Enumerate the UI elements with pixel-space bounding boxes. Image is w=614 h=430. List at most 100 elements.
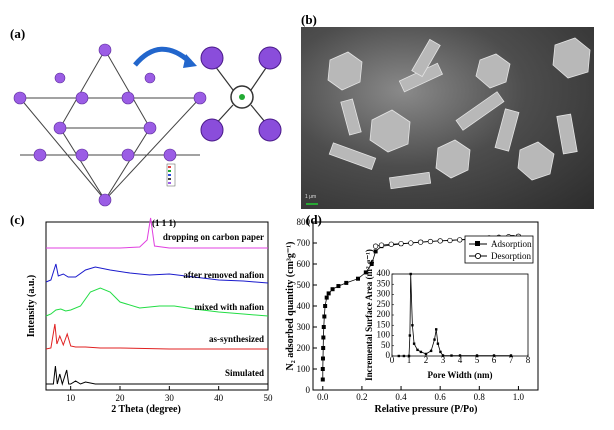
xrd-series-line-2 — [45, 287, 269, 317]
desorption-point — [408, 240, 414, 246]
xrd-series-label-3: as-synthesized — [209, 334, 264, 344]
isotherm-y-tick-label: 200 — [297, 343, 311, 353]
isotherm-x-tick-label: 0.4 — [395, 392, 407, 402]
desorption-point — [378, 242, 385, 248]
isotherm-y-tick-label: 600 — [297, 259, 311, 269]
xrd-x-tick-label: 30 — [165, 393, 175, 403]
desorption-point — [398, 240, 404, 247]
xrd-peak-annotation: (1 1 1) — [152, 218, 176, 228]
zoomed-building-unit — [200, 46, 282, 142]
isotherm-x-tick-label: 1.0 — [513, 392, 525, 402]
legend-desorption: Desorption — [491, 251, 531, 261]
inset-point — [429, 349, 433, 353]
inset-y-tick-label: 250 — [377, 299, 391, 309]
desorption-point — [457, 237, 463, 243]
xrd-series-labels: dropping on carbon paper after removed na… — [163, 232, 264, 378]
adsorption-point — [321, 325, 326, 329]
desorption-point — [372, 243, 379, 249]
xrd-x-tick-label: 50 — [264, 393, 274, 403]
inset-y-tick-label: 100 — [377, 330, 391, 340]
adsorption-point — [336, 284, 341, 289]
inset-point — [450, 354, 453, 357]
inset-y-tick-label: 0 — [386, 350, 391, 360]
xrd-x-ticks: 10 20 30 40 50 — [66, 386, 273, 403]
adsorption-point — [321, 346, 326, 350]
inset-point — [424, 352, 428, 356]
adsorption-point — [324, 295, 329, 300]
panel-label-b: (b) — [301, 12, 317, 27]
inset-point — [402, 354, 406, 358]
xrd-series-line-3 — [45, 323, 268, 350]
inset-y-tick-label: 50 — [381, 340, 391, 350]
inset-x-tick-label: 7 — [509, 355, 514, 365]
inset-point — [411, 324, 414, 327]
inset-x-ticks: 0 1 2 3 4 5 6 7 8 — [390, 354, 531, 365]
desorption-point — [388, 241, 394, 247]
adsorption-point — [344, 280, 349, 285]
isotherm-y-tick-label: 100 — [297, 364, 311, 374]
inset-x-tick-label: 4 — [458, 355, 463, 365]
inset-point — [475, 354, 479, 357]
inset-point — [436, 342, 440, 345]
adsorption-point — [363, 270, 368, 275]
inset-point — [416, 348, 419, 352]
adsorption-point — [323, 304, 328, 308]
isotherm-x-tick-label: 0.2 — [356, 392, 367, 402]
xrd-series-line-0 — [46, 217, 268, 249]
adsorption-point — [322, 314, 327, 319]
desorption-point — [447, 237, 453, 244]
panel-label-d: (d) — [306, 212, 322, 227]
xrd-series-group — [45, 217, 269, 386]
isotherm-y-tick-label: 300 — [297, 322, 311, 332]
xrd-series-label-1: after removed nafion — [183, 270, 264, 280]
adsorption-point — [373, 249, 378, 254]
adsorption-point — [369, 262, 374, 266]
inset-y-tick-label: 400 — [377, 268, 391, 278]
inset-point — [409, 272, 412, 276]
inset-y-tick-label: 200 — [377, 309, 391, 319]
inset-series — [397, 272, 513, 358]
arrow-head-icon — [183, 54, 197, 68]
desorption-point — [437, 238, 443, 244]
isotherm-y-axis-label: N₂ adsorbed quantity (cm³g⁻¹) — [285, 242, 296, 371]
inset-point — [433, 338, 436, 341]
cluster-nodes — [13, 43, 207, 207]
curved-arrow-icon — [133, 46, 192, 67]
isotherm-x-tick-label: 0.0 — [317, 392, 329, 402]
xrd-chart: 10 20 30 40 50 dropping on carbon paper after… — [26, 217, 273, 415]
adsorption-legend-marker — [475, 241, 480, 246]
xrd-y-axis-label: Intensity (a.u.) — [26, 275, 37, 338]
adsorption-point — [356, 276, 360, 281]
adsorption-point — [320, 356, 325, 361]
xrd-x-tick-label: 10 — [66, 393, 76, 403]
inset-y-axis-label: Incremental Surface Area (m² g⁻¹) — [364, 249, 374, 381]
framework-structure-illustration — [13, 43, 282, 207]
xrd-plot-frame — [45, 221, 269, 391]
sem-scale-label: 1 μm — [305, 194, 316, 200]
adsorption-point — [330, 287, 335, 292]
inset-point — [419, 350, 423, 354]
legend-adsorption: Adsorption — [491, 239, 532, 249]
adsorption-point — [320, 367, 325, 371]
adsorption-point — [326, 291, 331, 296]
isotherm-y-tick-label: 500 — [297, 280, 311, 290]
inset-point — [492, 354, 496, 357]
inset-point — [509, 354, 513, 357]
xrd-series-label-2: mixed with nafion — [194, 302, 264, 312]
adsorption-point — [321, 335, 326, 340]
desorption-legend-marker — [474, 252, 482, 260]
isotherm-x-ticks: 0.0 0.2 0.4 0.6 0.8 1.0 — [317, 386, 525, 402]
inset-point — [439, 350, 442, 354]
isotherm-y-tick-label: 0 — [306, 385, 311, 395]
sem-crystals — [327, 37, 591, 190]
inset-x-tick-label: 3 — [441, 355, 446, 365]
inset-point — [397, 354, 400, 358]
panel-label-c: (c) — [10, 212, 25, 227]
inset-point — [435, 328, 438, 331]
xrd-x-axis-label: 2 Theta (degree) — [111, 404, 181, 415]
isotherm-y-tick-label: 700 — [297, 238, 311, 248]
inset-point — [407, 354, 411, 358]
